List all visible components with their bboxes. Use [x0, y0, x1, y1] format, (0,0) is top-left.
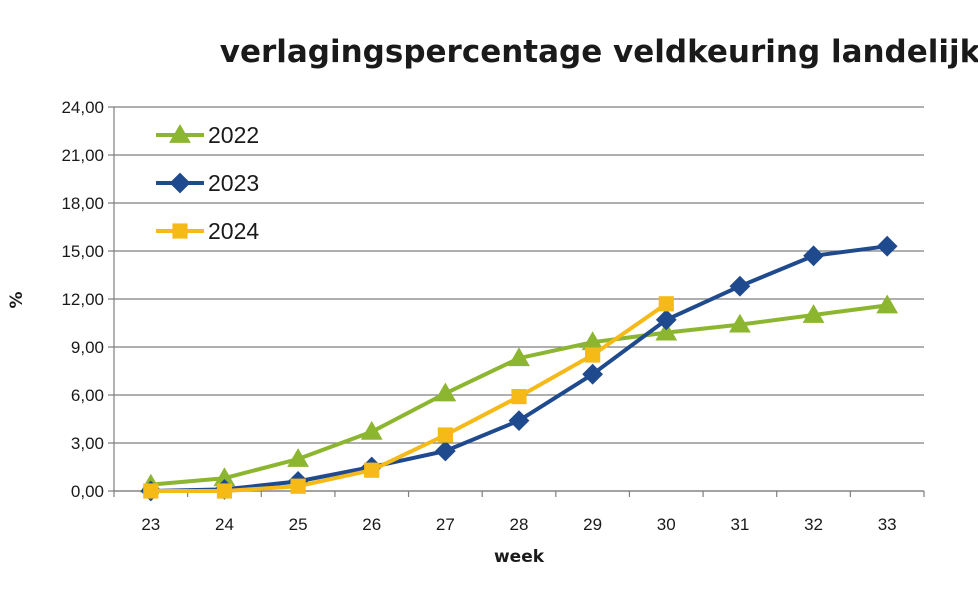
x-tick-labels: 23 24 25 26 27 28 29 30 31 32 33	[141, 515, 896, 534]
legend-marker-2023	[169, 172, 191, 194]
point-2023-27	[434, 440, 456, 462]
y-tick-label-0: 0,00	[71, 482, 104, 501]
x-tick-label-4: 27	[436, 515, 455, 534]
legend-item-2022: 2022	[156, 122, 259, 148]
point-2022-32	[802, 304, 825, 323]
point-2024-30	[658, 296, 674, 312]
gridlines	[108, 106, 925, 497]
y-tick-label-1: 3,00	[71, 434, 104, 453]
point-2024-26	[364, 462, 380, 478]
y-tick-label-5: 15,00	[61, 242, 104, 261]
point-2024-25	[290, 478, 306, 494]
point-2022-25	[287, 448, 310, 467]
point-2024-28	[511, 389, 527, 405]
point-2023-33	[876, 235, 898, 257]
y-tick-labels: 0,00 3,00 6,00 9,00 12,00 15,00 18,00 21,00 24,0…	[61, 98, 104, 501]
point-2022-29	[581, 331, 604, 351]
point-2022-26	[360, 420, 383, 440]
x-tick-label-10: 33	[878, 515, 897, 534]
x-tick-label-6: 29	[583, 515, 602, 534]
point-2022-27	[434, 382, 457, 402]
legend-item-2024: 2024	[156, 218, 259, 244]
point-2022-31	[728, 313, 751, 333]
y-tick-label-4: 12,00	[61, 290, 104, 309]
legend-label-2023: 2023	[208, 170, 259, 196]
x-tick-label-2: 25	[289, 515, 308, 534]
legend-label-2022: 2022	[208, 122, 259, 148]
point-2022-30	[655, 321, 678, 341]
chart-title: verlagingspercentage veldkeuring landeli…	[220, 34, 978, 70]
point-2024-29	[585, 347, 601, 363]
x-tick-label-7: 30	[657, 515, 676, 534]
legend-marker-2022	[169, 124, 191, 143]
point-2022-24	[213, 467, 236, 487]
x-tick-label-0: 23	[141, 515, 160, 534]
point-2024-24	[216, 483, 233, 499]
x-tick-label-9: 32	[804, 515, 823, 534]
point-2024-27	[437, 427, 453, 443]
y-tick-label-2: 6,00	[71, 386, 104, 405]
point-2022-33	[876, 294, 899, 314]
x-axis-label: week	[494, 547, 545, 567]
point-2023-29	[582, 363, 604, 385]
point-2023-28	[508, 410, 530, 431]
x-tick-label-1: 24	[215, 515, 234, 534]
legend-label-2024: 2024	[208, 218, 259, 244]
x-tick-label-8: 31	[730, 515, 749, 534]
series-2023	[140, 235, 898, 502]
point-2022-28	[508, 347, 530, 367]
legend-marker-2024	[172, 223, 188, 239]
series-line-2023	[148, 244, 890, 493]
legend: 2022 2023 2024	[156, 122, 259, 244]
series-2024	[143, 296, 674, 499]
point-2024-23	[143, 483, 159, 499]
series-group	[139, 235, 899, 502]
series-line-2024	[148, 301, 669, 493]
point-2023-30	[655, 309, 677, 331]
point-2023-32	[803, 245, 824, 267]
y-axis-label: %	[7, 291, 27, 308]
y-tick-label-8: 24,00	[61, 98, 104, 117]
y-tick-label-3: 9,00	[71, 338, 104, 357]
y-tick-label-6: 18,00	[61, 194, 104, 213]
x-tick-label-3: 26	[362, 515, 381, 534]
point-2023-31	[729, 275, 751, 297]
y-tick-label-7: 21,00	[61, 146, 104, 165]
x-tick-label-5: 28	[510, 515, 529, 534]
legend-item-2023: 2023	[156, 170, 259, 196]
